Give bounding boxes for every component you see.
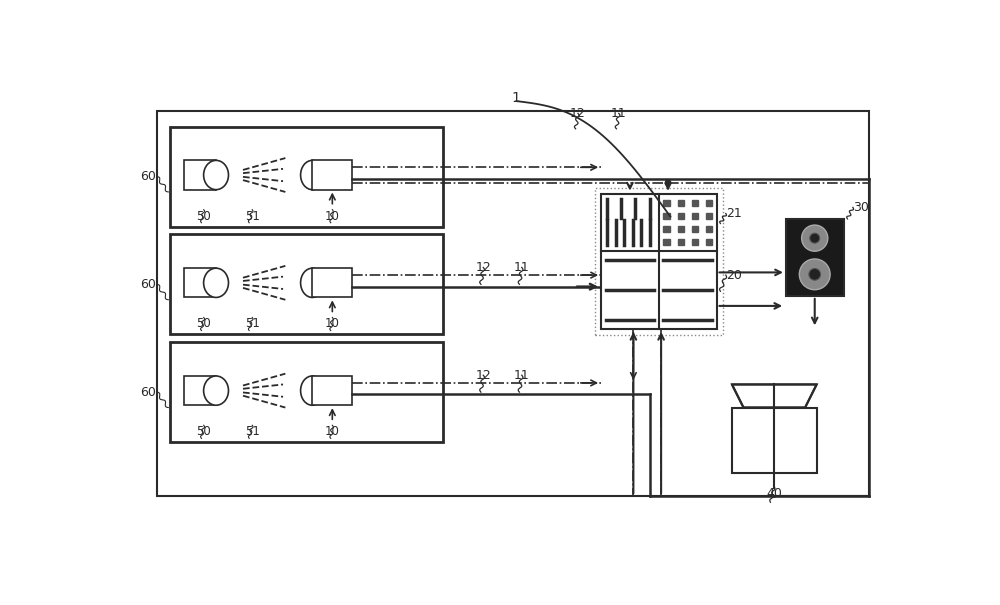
Ellipse shape <box>204 160 228 189</box>
Text: 51: 51 <box>245 318 260 330</box>
Text: 10: 10 <box>325 318 340 330</box>
Bar <box>312 160 352 189</box>
Bar <box>170 126 443 227</box>
Bar <box>692 226 698 232</box>
Circle shape <box>810 233 820 243</box>
Bar <box>170 234 443 335</box>
Text: 50: 50 <box>196 318 211 330</box>
Bar <box>663 213 670 219</box>
Text: 60: 60 <box>140 278 156 291</box>
Bar <box>184 376 216 405</box>
Bar <box>692 200 698 206</box>
Bar <box>678 213 684 219</box>
Bar <box>184 268 216 298</box>
Ellipse shape <box>301 376 324 405</box>
Bar <box>678 226 684 232</box>
Bar <box>170 342 443 442</box>
Ellipse shape <box>204 376 228 405</box>
Text: 50: 50 <box>196 425 211 438</box>
Circle shape <box>665 180 671 185</box>
Text: 12: 12 <box>475 261 491 274</box>
Text: 12: 12 <box>570 107 586 120</box>
Bar <box>663 226 670 232</box>
Bar <box>601 194 717 329</box>
Bar <box>157 111 869 496</box>
Bar <box>692 213 698 219</box>
Bar <box>184 160 216 189</box>
Circle shape <box>802 225 828 251</box>
Text: 40: 40 <box>766 487 782 500</box>
Bar <box>678 240 684 246</box>
Text: 11: 11 <box>611 107 627 120</box>
Bar <box>692 240 698 246</box>
Text: 20: 20 <box>726 269 742 281</box>
Polygon shape <box>732 384 817 408</box>
Text: 11: 11 <box>514 368 530 382</box>
Ellipse shape <box>204 268 228 298</box>
Bar <box>732 408 817 473</box>
Bar <box>595 188 723 335</box>
Text: 10: 10 <box>325 210 340 223</box>
Bar <box>706 226 712 232</box>
Text: 21: 21 <box>726 207 742 220</box>
Bar <box>706 200 712 206</box>
Text: 51: 51 <box>245 425 260 438</box>
Bar <box>786 219 844 296</box>
Ellipse shape <box>301 160 324 189</box>
Bar <box>678 200 684 206</box>
Text: 12: 12 <box>475 368 491 382</box>
Text: 60: 60 <box>140 170 156 183</box>
Bar <box>706 240 712 246</box>
Text: 60: 60 <box>140 385 156 399</box>
Text: 10: 10 <box>325 425 340 438</box>
Bar <box>663 240 670 246</box>
Circle shape <box>799 259 830 290</box>
Bar <box>706 213 712 219</box>
Text: 30: 30 <box>853 201 869 214</box>
Text: 1: 1 <box>512 91 521 105</box>
Text: 11: 11 <box>514 261 530 274</box>
Ellipse shape <box>301 268 324 298</box>
Bar <box>663 200 670 206</box>
Bar <box>312 376 352 405</box>
Bar <box>312 268 352 298</box>
Text: 50: 50 <box>196 210 211 223</box>
Circle shape <box>809 269 821 280</box>
Text: 51: 51 <box>245 210 260 223</box>
